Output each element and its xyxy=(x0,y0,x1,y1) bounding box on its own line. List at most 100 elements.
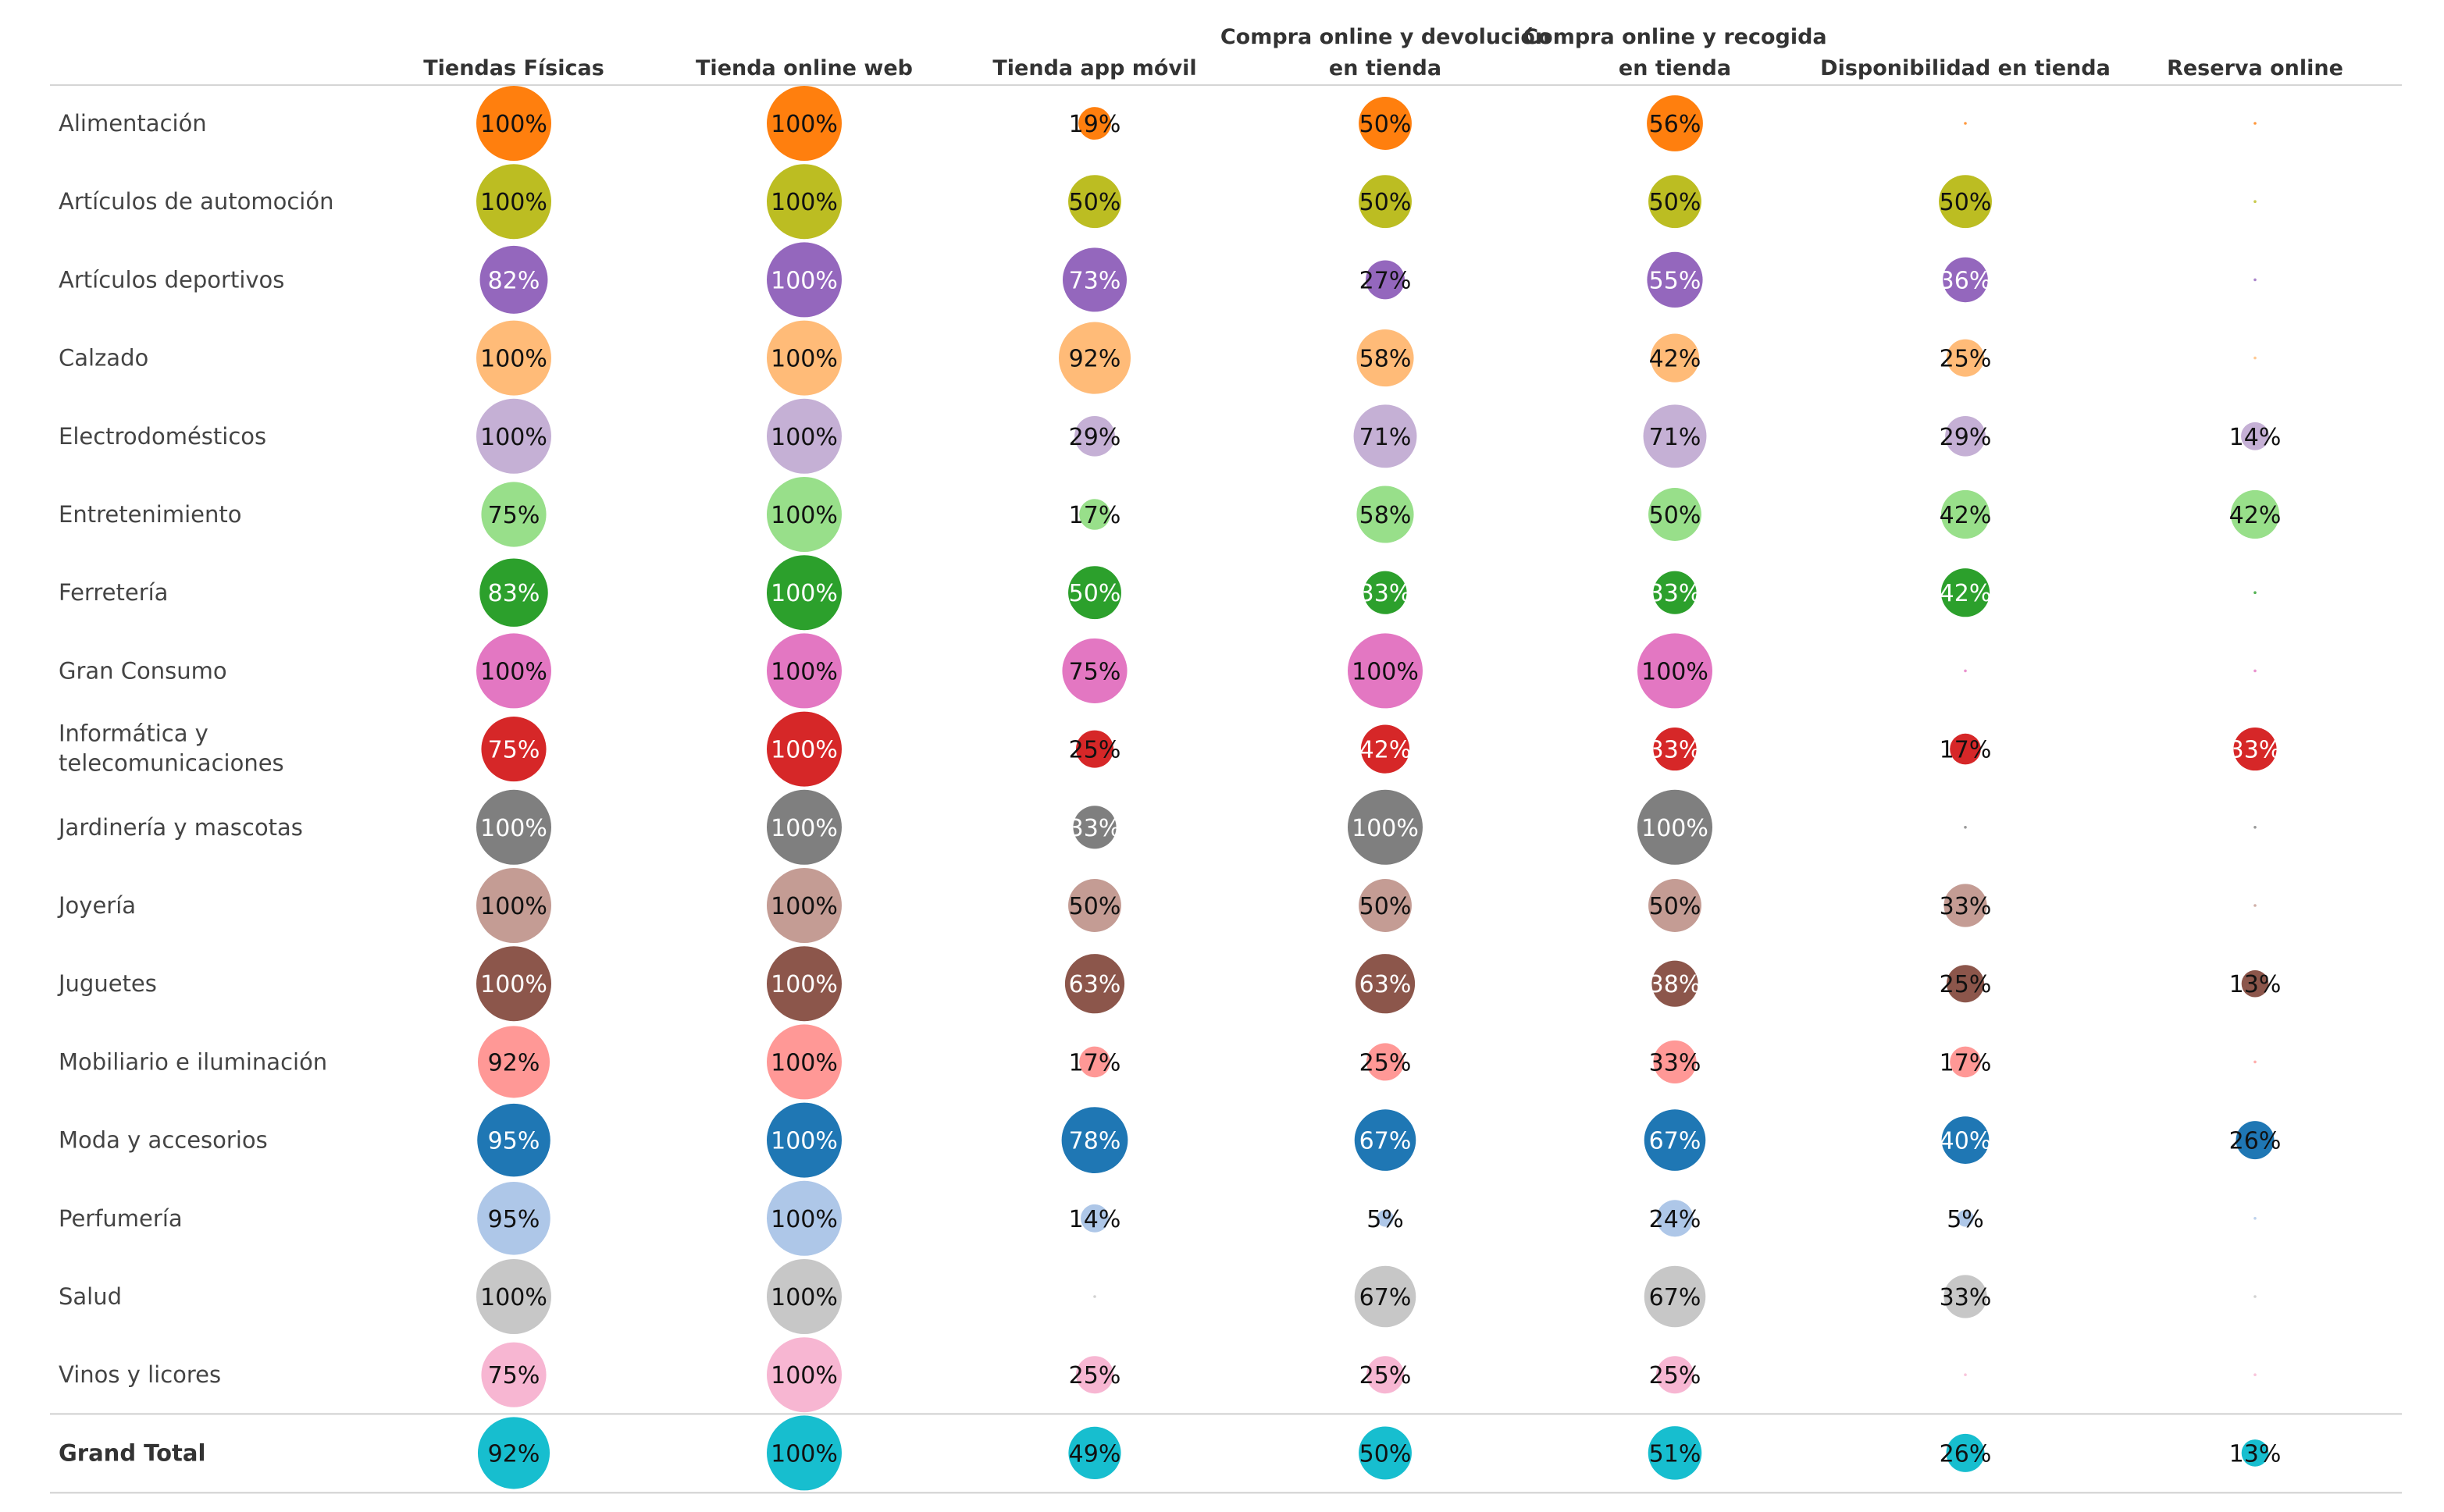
bubble-value-label: 100% xyxy=(480,346,547,373)
bubble-empty xyxy=(2253,1217,2257,1220)
bubble-value-label: 100% xyxy=(771,1284,838,1311)
bubble-value-label: 100% xyxy=(1641,815,1708,842)
row-label: Calzado xyxy=(59,345,148,372)
bubble-empty xyxy=(1964,122,1967,125)
bubble-value-label: 92% xyxy=(488,1440,540,1468)
bubble xyxy=(2241,969,2269,998)
bubble xyxy=(481,1342,547,1407)
bubble-value-label: 100% xyxy=(771,1362,838,1389)
chart-row-articulos-de-automocion: Artículos de automoción 100% 100% 50% 50% 50%… xyxy=(59,164,2257,240)
bubble-value-label: 73% xyxy=(1069,267,1121,294)
bubble xyxy=(481,717,547,782)
chart-row-salud: Salud 100% 100% 67% 67% 33% xyxy=(59,1259,2257,1334)
bubble-value-label: 100% xyxy=(771,658,838,685)
bubble-value-label: 42% xyxy=(2229,502,2282,529)
bubble-value-label: 50% xyxy=(1069,580,1121,607)
bubble xyxy=(481,482,547,547)
bubble xyxy=(1950,733,1981,765)
row-label: Joyería xyxy=(57,892,136,919)
bubble-value-label: 100% xyxy=(480,111,547,138)
bubble xyxy=(476,868,551,943)
column-header-disponibilidad-en-tienda: Disponibilidad en tienda xyxy=(1820,56,2111,80)
bubble xyxy=(1648,1426,1702,1480)
bubble-value-label: 100% xyxy=(1352,815,1419,842)
bubble xyxy=(1947,965,1984,1003)
bubble xyxy=(1356,329,1414,387)
bubble-value-label: 49% xyxy=(1069,1440,1121,1468)
bubble xyxy=(1068,566,1121,620)
row-label: Ferretería xyxy=(59,579,168,606)
bubble-value-label: 75% xyxy=(488,737,540,764)
bubble-value-label: 100% xyxy=(771,580,838,607)
bubble-value-label: 75% xyxy=(488,502,540,529)
bubble-value-label: 5% xyxy=(1947,1206,1984,1233)
bubble xyxy=(1947,339,1984,377)
bubble xyxy=(477,1026,550,1098)
bubble xyxy=(1348,633,1423,709)
bubble-value-label: 33% xyxy=(1649,1049,1701,1076)
bubble-empty xyxy=(2253,904,2257,907)
bubble xyxy=(1074,415,1115,457)
row-label: Juguetes xyxy=(57,970,157,997)
bubble-value-label: 50% xyxy=(1359,111,1412,138)
bubble-value-label: 100% xyxy=(480,189,547,216)
bubble xyxy=(1062,247,1128,312)
bubble-value-label: 92% xyxy=(1069,346,1121,373)
bubble-value-label: 29% xyxy=(1069,424,1121,451)
bubble-value-label: 36% xyxy=(1940,267,1992,294)
row-label: Gran Consumo xyxy=(59,657,227,684)
bubble-value-label: 100% xyxy=(771,111,838,138)
chart-row-electrodomesticos: Electrodomésticos 100% 100% 29% 71% 71% 29% 14% xyxy=(59,398,2281,474)
bubble xyxy=(1648,175,1701,229)
bubble xyxy=(476,946,551,1022)
bubble-value-label: 17% xyxy=(1940,737,1992,764)
bubble-value-label: 67% xyxy=(1359,1284,1412,1311)
bubble xyxy=(477,1182,550,1255)
bubble xyxy=(1941,1116,1990,1164)
bubble xyxy=(476,320,551,396)
bubble xyxy=(1354,1265,1416,1328)
chart-row-entretenimiento: Entretenimiento 75% 100% 17% 58% 50% 42% 42% xyxy=(59,477,2281,552)
bubble xyxy=(1354,1109,1416,1171)
bubble-value-label: 51% xyxy=(1649,1440,1701,1468)
bubble xyxy=(476,86,551,161)
bubble xyxy=(767,86,842,161)
bubble-value-label: 40% xyxy=(1940,1128,1992,1155)
bubble xyxy=(1356,486,1414,543)
bubble xyxy=(1648,488,1701,541)
bubble-value-label: 42% xyxy=(1940,502,1992,529)
bubble-value-label: 71% xyxy=(1649,424,1701,451)
bubble xyxy=(1950,1046,1981,1078)
bubble-value-label: 19% xyxy=(1069,111,1121,138)
chart-row-perfumeria: Perfumería 95% 100% 14% 5% 24% 5% xyxy=(59,1180,2257,1256)
bubble-empty xyxy=(2253,356,2257,360)
bubble-value-label: 100% xyxy=(771,502,838,529)
bubble-empty xyxy=(2253,1373,2257,1376)
row-label: Salud xyxy=(59,1283,122,1310)
row-label: Alimentación xyxy=(59,110,207,137)
bubble-value-label: 25% xyxy=(1069,1362,1121,1389)
bubble-value-label: 33% xyxy=(1940,1284,1992,1311)
bubble xyxy=(767,555,842,631)
bubble xyxy=(2241,1439,2269,1467)
column-header-tienda-online-web: Tienda online web xyxy=(696,56,913,80)
chart-row-juguetes: Juguetes 100% 100% 63% 63% 38% 25% 13% xyxy=(57,946,2281,1022)
bubble-value-label: 63% xyxy=(1359,971,1412,998)
column-header-compra-online-y-recogida-en-tienda: Compra online y recogida en tienda xyxy=(1523,25,1826,80)
row-label: Mobiliario e iluminación xyxy=(59,1048,327,1075)
bubble-value-label: 33% xyxy=(1649,737,1701,764)
column-header-reserva-online: Reserva online xyxy=(2167,56,2343,80)
bubble-value-label: 100% xyxy=(771,971,838,998)
bubble-value-label: 50% xyxy=(1359,189,1412,216)
bubble-value-label: 100% xyxy=(771,815,838,842)
bubble xyxy=(1939,175,1992,229)
chart-row-articulos-deportivos: Artículos deportivos 82% 100% 73% 27% 55% 36% xyxy=(59,242,2257,318)
row-label: Electrodomésticos xyxy=(59,423,266,450)
bubble-value-label: 50% xyxy=(1649,893,1701,920)
bubble-value-label: 33% xyxy=(1069,815,1121,842)
bubble-value-label: 5% xyxy=(1366,1206,1404,1233)
bubble-empty xyxy=(2253,1295,2257,1298)
bubble-value-label: 29% xyxy=(1940,424,1992,451)
bubble-value-label: 58% xyxy=(1359,346,1412,373)
bubble-value-label: 100% xyxy=(480,893,547,920)
